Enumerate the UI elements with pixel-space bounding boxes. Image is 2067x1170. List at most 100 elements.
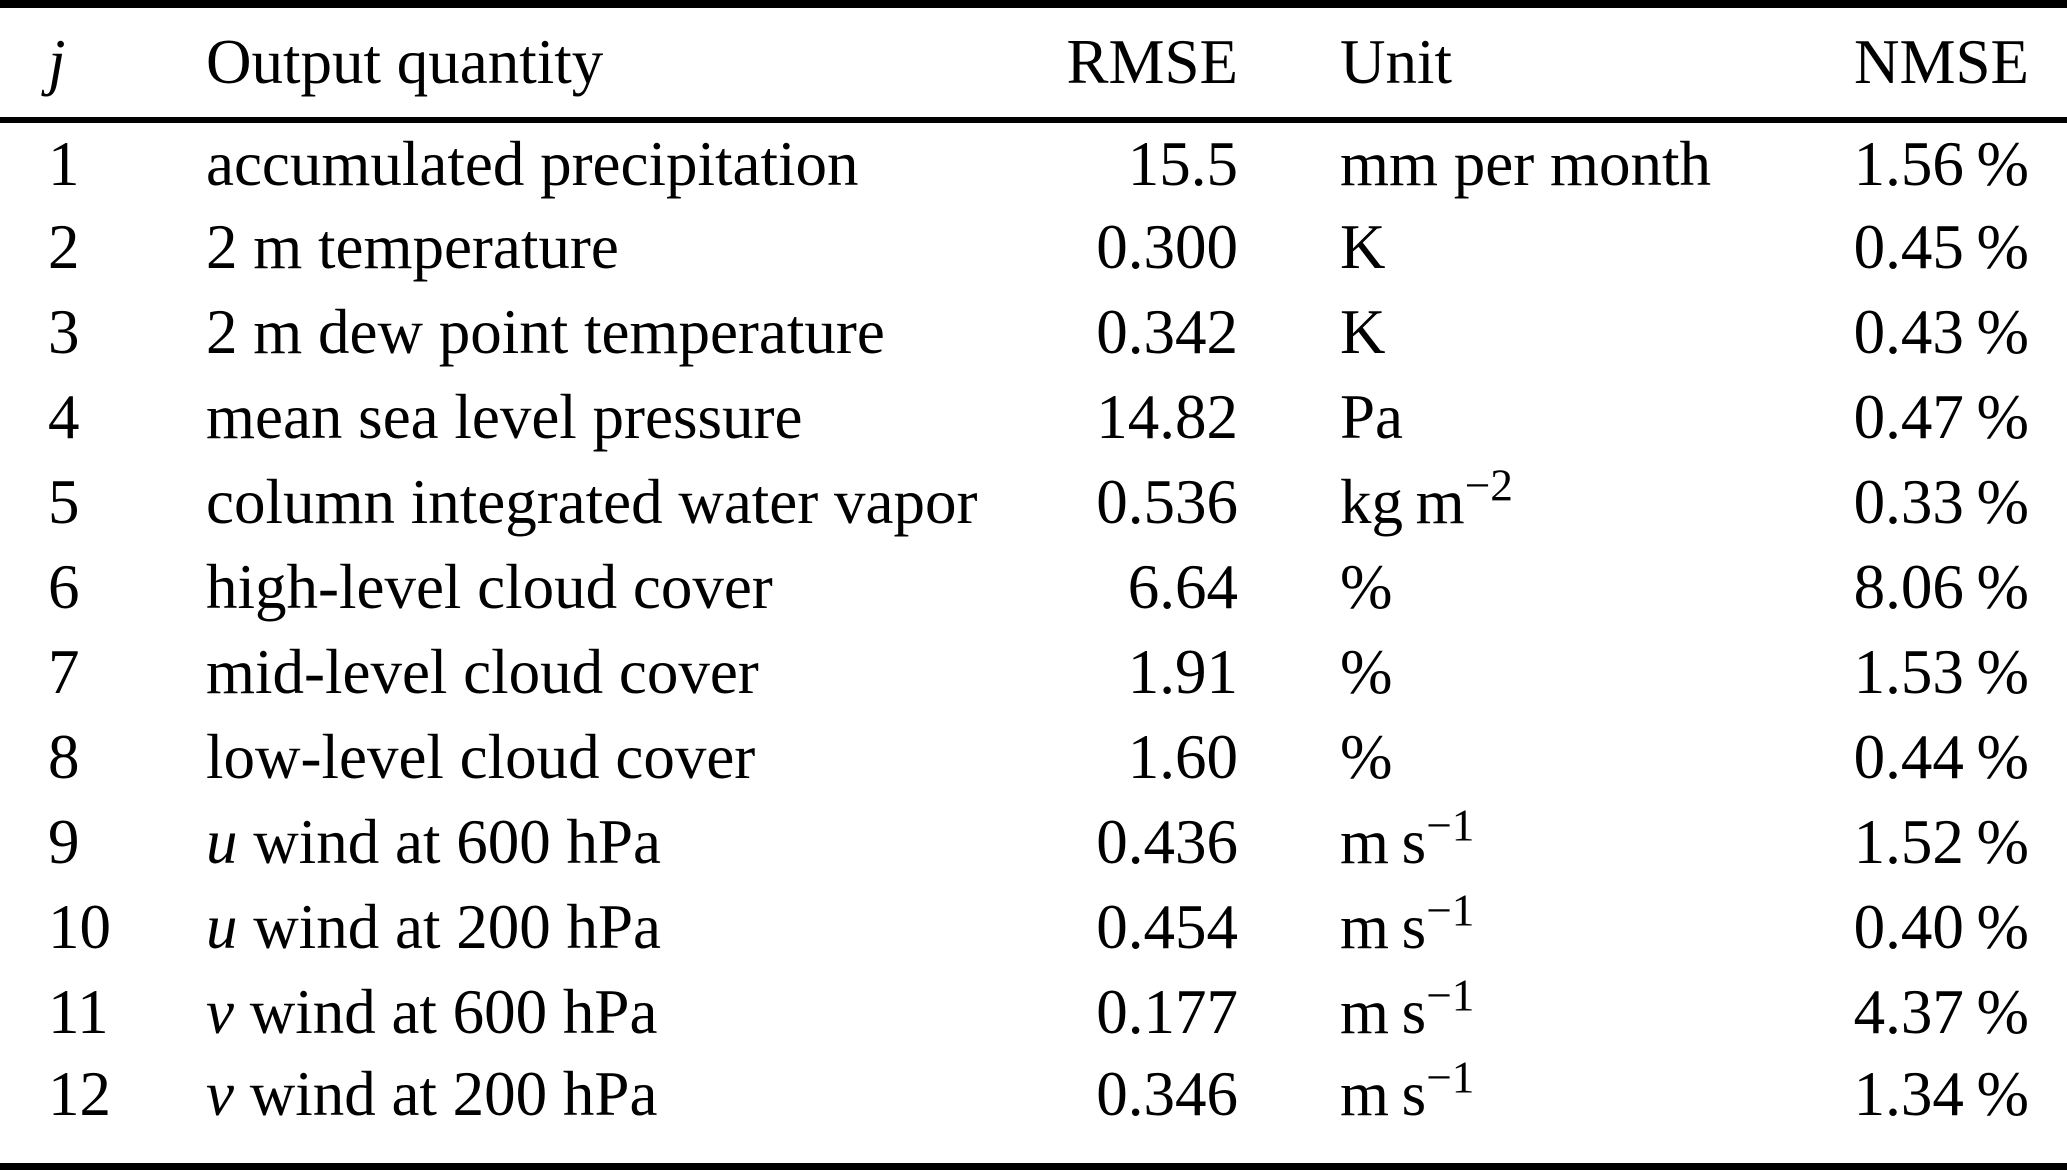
unit-cell: K xyxy=(1250,290,1750,375)
unit-base: Pa xyxy=(1340,382,1403,452)
nmse-value-cell: 4.37 % xyxy=(1853,977,2029,1047)
output-quantity-cell: mean sea level pressure xyxy=(158,375,1055,460)
output-quantity-label: wind at 200 hPa xyxy=(237,892,661,962)
row-index-cell: 10 xyxy=(48,892,111,962)
table-header: j Output quantity RMSE Unit NMSE xyxy=(0,4,2067,123)
rmse-value-cell: 0.536 xyxy=(1096,467,1238,537)
variable-symbol: u xyxy=(206,807,238,877)
table-row: 3 2 m dew point temperature 0.342 K 0.43… xyxy=(0,290,2067,375)
row-index-cell: 7 xyxy=(48,637,80,707)
output-quantity-label: high-level cloud cover xyxy=(206,552,773,622)
variable-symbol: v xyxy=(206,1059,234,1130)
table-row: 9 u wind at 600 hPa 0.436 m s−1 1.52 % xyxy=(0,800,2067,885)
table-row: 2 2 m temperature 0.300 K 0.45 % xyxy=(0,205,2067,290)
header-row: j Output quantity RMSE Unit NMSE xyxy=(0,4,2067,123)
rmse-value-cell: 0.300 xyxy=(1096,212,1238,282)
unit-cell: mm per month xyxy=(1250,120,1750,205)
rmse-value-cell: 14.82 xyxy=(1096,382,1238,452)
table-row: 6 high-level cloud cover 6.64 % 8.06 % xyxy=(0,545,2067,630)
col-header-rmse: RMSE xyxy=(1055,4,1250,123)
output-quantity-label: 2 m dew point temperature xyxy=(206,297,885,367)
table-row: 10 u wind at 200 hPa 0.454 m s−1 0.40 % xyxy=(0,885,2067,970)
rmse-value-cell: 0.342 xyxy=(1096,297,1238,367)
table-row: 8 low-level cloud cover 1.60 % 0.44 % xyxy=(0,715,2067,800)
unit-cell: % xyxy=(1250,545,1750,630)
table-row: 1 accumulated precipitation 15.5 mm per … xyxy=(0,120,2067,205)
unit-base: K xyxy=(1340,297,1386,367)
col-header-output-quantity: Output quantity xyxy=(158,4,1055,123)
col-header-j: j xyxy=(0,4,158,123)
output-quantity-cell: accumulated precipitation xyxy=(158,120,1055,205)
unit-cell: % xyxy=(1250,715,1750,800)
rmse-value-cell: 0.177 xyxy=(1096,977,1238,1047)
unit-exponent: −1 xyxy=(1426,970,1475,1021)
unit-exponent: −1 xyxy=(1426,1052,1475,1103)
unit-base: mm per month xyxy=(1340,128,1711,199)
table-body: 1 accumulated precipitation 15.5 mm per … xyxy=(0,120,2067,1167)
nmse-value-cell: 0.40 % xyxy=(1853,892,2029,962)
output-quantity-label: mid-level cloud cover xyxy=(206,637,759,707)
unit-cell: m s−1 xyxy=(1250,970,1750,1055)
unit-cell: m s−1 xyxy=(1250,1055,1750,1167)
row-index-cell: 6 xyxy=(48,552,80,622)
unit-base: m s xyxy=(1340,892,1427,962)
table-row: 7 mid-level cloud cover 1.91 % 1.53 % xyxy=(0,630,2067,715)
output-quantity-cell: v wind at 200 hPa xyxy=(158,1055,1055,1167)
nmse-value-cell: 0.47 % xyxy=(1853,382,2029,452)
row-index-cell: 1 xyxy=(48,128,80,199)
rmse-value-cell: 6.64 xyxy=(1127,552,1238,622)
unit-cell: Pa xyxy=(1250,375,1750,460)
col-header-unit: Unit xyxy=(1250,4,1750,123)
row-index-cell: 2 xyxy=(48,212,80,282)
rmse-value-cell: 15.5 xyxy=(1127,128,1238,199)
unit-base: % xyxy=(1340,552,1393,622)
row-index-cell: 3 xyxy=(48,297,80,367)
unit-cell: kg m−2 xyxy=(1250,460,1750,545)
rmse-value-cell: 1.60 xyxy=(1127,722,1238,792)
unit-exponent: −2 xyxy=(1464,460,1513,511)
nmse-value-cell: 0.44 % xyxy=(1853,722,2029,792)
output-quantity-cell: mid-level cloud cover xyxy=(158,630,1055,715)
output-quantity-label: wind at 200 hPa xyxy=(233,1059,658,1130)
variable-symbol: v xyxy=(206,977,234,1047)
table-row: 4 mean sea level pressure 14.82 Pa 0.47 … xyxy=(0,375,2067,460)
output-quantity-cell: 2 m temperature xyxy=(158,205,1055,290)
output-quantity-label: wind at 600 hPa xyxy=(233,977,658,1047)
unit-cell: m s−1 xyxy=(1250,885,1750,970)
nmse-value-cell: 1.56 % xyxy=(1853,128,2029,199)
variable-symbol: u xyxy=(206,892,238,962)
nmse-value-cell: 0.43 % xyxy=(1853,297,2029,367)
output-quantity-cell: high-level cloud cover xyxy=(158,545,1055,630)
nmse-value-cell: 0.33 % xyxy=(1853,467,2029,537)
row-index-cell: 11 xyxy=(48,977,109,1047)
row-index-cell: 8 xyxy=(48,722,80,792)
row-index-cell: 4 xyxy=(48,382,80,452)
nmse-value-cell: 1.34 % xyxy=(1853,1059,2029,1130)
unit-base: % xyxy=(1340,637,1393,707)
rmse-value-cell: 0.346 xyxy=(1096,1059,1238,1130)
output-quantity-cell: low-level cloud cover xyxy=(158,715,1055,800)
output-quantity-cell: v wind at 600 hPa xyxy=(158,970,1055,1055)
nmse-value-cell: 8.06 % xyxy=(1853,552,2029,622)
row-index-cell: 5 xyxy=(48,467,80,537)
row-index-cell: 9 xyxy=(48,807,80,877)
unit-base: m s xyxy=(1340,807,1427,877)
output-quantity-cell: u wind at 600 hPa xyxy=(158,800,1055,885)
unit-cell: % xyxy=(1250,630,1750,715)
unit-base: % xyxy=(1340,722,1393,792)
unit-base: m s xyxy=(1340,1059,1427,1130)
output-quantity-label: low-level cloud cover xyxy=(206,722,756,792)
unit-base: K xyxy=(1340,212,1386,282)
rmse-value-cell: 1.91 xyxy=(1127,637,1238,707)
unit-base: kg m xyxy=(1340,467,1465,537)
output-quantity-label: wind at 600 hPa xyxy=(237,807,661,877)
output-quantity-label: accumulated precipitation xyxy=(206,128,859,199)
output-quantity-label: column integrated water vapor xyxy=(206,467,978,537)
unit-cell: m s−1 xyxy=(1250,800,1750,885)
unit-exponent: −1 xyxy=(1426,800,1475,851)
unit-exponent: −1 xyxy=(1426,885,1475,936)
col-header-nmse: NMSE xyxy=(1750,4,2067,123)
row-index-cell: 12 xyxy=(48,1059,111,1130)
table-row: 11 v wind at 600 hPa 0.177 m s−1 4.37 % xyxy=(0,970,2067,1055)
output-quantity-cell: u wind at 200 hPa xyxy=(158,885,1055,970)
